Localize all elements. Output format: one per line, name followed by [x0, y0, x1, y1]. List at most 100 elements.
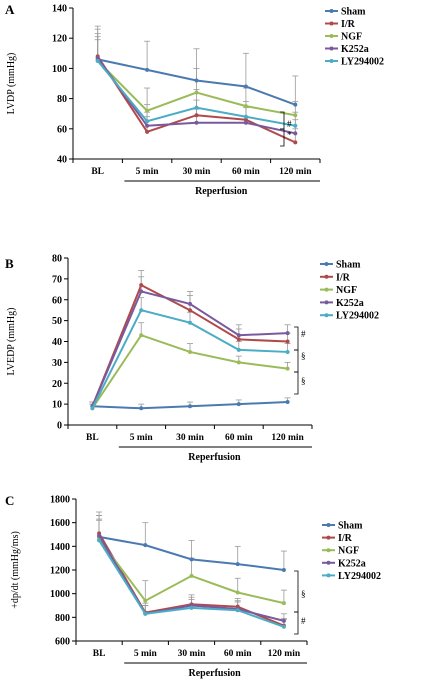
- panel-b: B 0 10 20 30 40 50 60 70 80 LVEDP (mmHg) BL 5 min 30 …: [5, 254, 379, 464]
- data-point: [139, 283, 144, 288]
- data-point: [281, 624, 286, 629]
- data-point: [281, 601, 286, 606]
- data-point: [95, 58, 100, 63]
- legend-label: Sham: [336, 260, 361, 271]
- data-point: [293, 113, 298, 118]
- y-tick-label: 1600: [50, 518, 70, 529]
- significance-mark: §: [301, 351, 306, 361]
- data-point: [293, 140, 298, 145]
- y-tick-label: 1000: [50, 589, 70, 600]
- x-tick-label: 30 min: [176, 433, 204, 443]
- x-tick-label: 5 min: [130, 433, 154, 443]
- legend-marker: [329, 34, 334, 38]
- y-tick-label: 1200: [50, 566, 70, 577]
- legend-marker: [324, 287, 329, 292]
- data-point: [236, 360, 241, 365]
- legend-label: LY294002: [338, 571, 381, 582]
- panel-letter: C: [5, 493, 14, 508]
- legend-label: LY294002: [336, 311, 379, 322]
- legend-label: NGF: [336, 285, 357, 296]
- legend-marker: [326, 523, 331, 527]
- y-tick-label: 120: [52, 34, 67, 45]
- legend-marker: [326, 548, 331, 553]
- panel-letter: A: [5, 2, 15, 17]
- significance-mark: *: [287, 130, 292, 140]
- data-point: [139, 289, 144, 294]
- y-tick-label: 60: [52, 295, 62, 306]
- y-tick-label: 40: [52, 337, 62, 348]
- y-tick-label: 20: [52, 379, 62, 390]
- significance-bracket: [294, 611, 299, 635]
- y-tick-label: 60: [57, 124, 67, 135]
- x-tick-label: 120 min: [279, 167, 312, 177]
- data-point: [236, 402, 241, 407]
- x-axis-label: Reperfusion: [195, 186, 248, 197]
- y-tick-label: 40: [57, 155, 67, 166]
- data-point: [236, 347, 241, 352]
- legend-label: I/R: [336, 272, 351, 283]
- data-point: [236, 333, 241, 338]
- x-tick-label: BL: [86, 433, 99, 443]
- data-point: [189, 573, 194, 578]
- legend-label: K252a: [341, 44, 369, 55]
- data-point: [139, 333, 144, 338]
- data-point: [235, 590, 240, 595]
- data-point: [285, 339, 290, 344]
- x-tick-label: 60 min: [225, 433, 253, 443]
- data-point: [235, 608, 240, 613]
- y-tick-label: 1800: [50, 495, 70, 506]
- x-tick-label: BL: [93, 649, 106, 659]
- significance-bracket: [280, 128, 285, 147]
- data-point: [236, 337, 241, 342]
- y-tick-label: 80: [57, 94, 67, 105]
- legend-marker: [326, 535, 331, 540]
- data-point: [243, 104, 248, 109]
- data-point: [194, 78, 199, 83]
- significance-mark: #: [301, 616, 306, 626]
- data-point: [285, 400, 290, 405]
- legend-marker: [329, 21, 334, 26]
- legend-marker: [326, 560, 331, 565]
- data-point: [189, 557, 194, 562]
- significance-bracket: [294, 570, 299, 613]
- data-point: [188, 349, 192, 354]
- data-point: [188, 320, 192, 325]
- x-tick-label: 120 min: [271, 433, 304, 443]
- data-point: [243, 84, 248, 89]
- legend-marker: [329, 59, 334, 63]
- data-point: [235, 562, 240, 567]
- data-point: [285, 349, 290, 354]
- data-point: [194, 90, 199, 95]
- data-point: [145, 129, 150, 134]
- data-point: [194, 120, 199, 125]
- panel-letter: B: [5, 256, 14, 271]
- legend-marker: [324, 262, 329, 266]
- data-point: [285, 331, 290, 336]
- legend-marker: [324, 313, 329, 318]
- data-point: [145, 119, 150, 124]
- data-point: [139, 308, 144, 313]
- data-point: [143, 611, 148, 616]
- y-tick-label: 600: [55, 637, 70, 648]
- data-point: [90, 406, 95, 411]
- y-tick-label: 10: [52, 400, 62, 411]
- data-point: [281, 618, 286, 623]
- data-point: [188, 404, 192, 409]
- y-axis-label: +dp/dt (mmHg/ms): [10, 531, 21, 609]
- x-tick-label: 60 min: [232, 167, 260, 177]
- data-point: [293, 102, 298, 107]
- data-point: [243, 114, 248, 119]
- data-point: [143, 598, 148, 603]
- y-tick-label: 1400: [50, 542, 70, 553]
- y-tick-label: 100: [52, 64, 67, 75]
- panel-c: C 600 800 1000 1200 1400 1600 1800 +dp/dt (mmHg/…: [5, 493, 381, 679]
- x-tick-label: 5 min: [136, 167, 160, 177]
- y-tick-label: 30: [52, 358, 62, 369]
- data-point: [194, 113, 199, 118]
- y-tick-label: 50: [52, 316, 62, 327]
- y-axis-label: LVDP (mmHg): [6, 53, 17, 115]
- data-point: [281, 568, 286, 572]
- x-tick-label: 60 min: [224, 649, 252, 659]
- x-axis-label: Reperfusion: [188, 668, 241, 679]
- legend-label: Sham: [338, 521, 363, 532]
